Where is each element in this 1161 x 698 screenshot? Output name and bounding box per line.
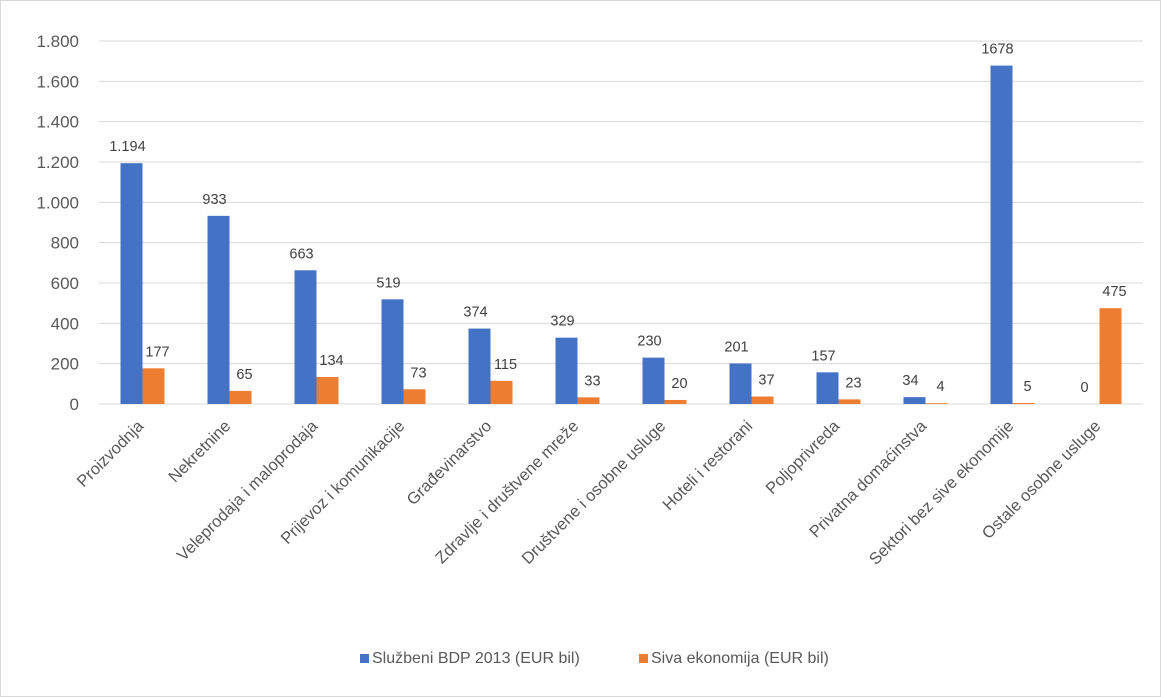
data-label-series-1: 230 [637,334,661,350]
data-label-series-2: 23 [845,375,861,391]
bar-series-2 [229,390,252,404]
data-label-series-1: 201 [724,339,748,355]
bar-series-1 [642,357,665,404]
legend-swatch-series-1 [360,654,369,663]
data-label-series-1: 519 [376,275,400,291]
data-label-series-2: 20 [671,376,687,392]
bar-series-1 [468,328,491,404]
bar-series-1 [990,65,1013,404]
x-category-label: Proizvodnja [74,417,148,491]
y-tick-label: 200 [51,355,79,374]
y-tick-label: 0 [70,395,79,414]
y-tick-label: 600 [51,274,79,293]
x-category-label: Društvene i osobne usluge [518,417,669,568]
bar-series-1 [294,270,317,404]
data-label-series-2: 65 [236,367,252,383]
legend-label-series-2: Siva ekonomija (EUR bil) [651,650,829,667]
bar-series-2 [316,376,339,404]
y-tick-label: 1.000 [36,193,79,212]
bar-series-1 [120,163,143,404]
bar-series-1 [816,372,839,404]
data-label-series-1: 157 [811,348,835,364]
gridlines [99,40,1143,405]
bar-series-2 [664,399,687,404]
x-category-label: Hoteli i restorani [659,417,756,514]
bar-series-2 [577,397,600,404]
y-tick-label: 1.400 [36,113,79,132]
data-label-series-2: 73 [410,365,426,381]
data-label-series-2: 5 [1023,379,1031,395]
data-label-series-1: 663 [289,246,313,262]
bar-series-2 [925,403,948,404]
bar-series-1 [729,363,752,404]
bar-series-2 [1099,308,1122,404]
bar-series-1 [207,215,230,404]
bars [120,65,1122,404]
bar-series-2 [403,389,426,404]
x-category-label: Građevinarstvo [403,417,495,509]
bar-series-2 [1012,402,1035,404]
legend-label-series-1: Službeni BDP 2013 (EUR bil) [372,650,580,667]
bar-series-1 [903,397,926,404]
data-label-series-2: 177 [145,344,169,360]
x-category-label: Veleprodaja i maloprodaja [174,417,322,565]
bar-series-2 [838,399,861,404]
data-label-series-1: 1.194 [109,139,145,155]
y-tick-label: 1.800 [36,32,79,51]
data-label-series-2: 475 [1102,284,1126,300]
legend: Službeni BDP 2013 (EUR bil) Siva ekonomi… [360,650,829,667]
data-label-series-2: 33 [584,373,600,389]
y-tick-label: 1.600 [36,72,79,91]
data-label-series-2: 134 [319,353,343,369]
x-category-label: Nekretnine [165,417,234,486]
y-tick-label: 1.200 [36,153,79,172]
y-tick-label: 400 [51,314,79,333]
data-label-series-1: 374 [463,305,487,321]
data-label-series-2: 115 [494,357,517,373]
data-label-series-1: 0 [1080,380,1088,396]
x-category-label: Zdravlje i društvene mreže [432,417,582,567]
y-tick-label: 800 [51,234,79,253]
x-category-label: Poljoprivreda [762,417,843,498]
bar-series-1 [555,337,578,404]
data-label-series-2: 37 [758,373,774,389]
data-label-series-1: 34 [902,373,918,389]
data-label-series-1: 329 [550,314,574,330]
data-label-series-1: 933 [202,192,226,208]
x-category-label: Sektori bez sive ekonomije [866,417,1018,569]
bar-series-2 [490,380,513,404]
bar-series-2 [751,396,774,404]
legend-swatch-series-2 [639,654,648,663]
y-axis-ticks: 0 200 400 600 800 1.000 1.200 1.400 1.600 1.800 [36,32,79,414]
bar-series-1 [381,299,404,404]
bar-series-2 [142,368,165,404]
data-labels: 1.19417793365663134519733741153293323020… [109,42,1126,396]
data-label-series-1: 1678 [981,42,1013,58]
data-label-series-2: 4 [936,379,944,395]
